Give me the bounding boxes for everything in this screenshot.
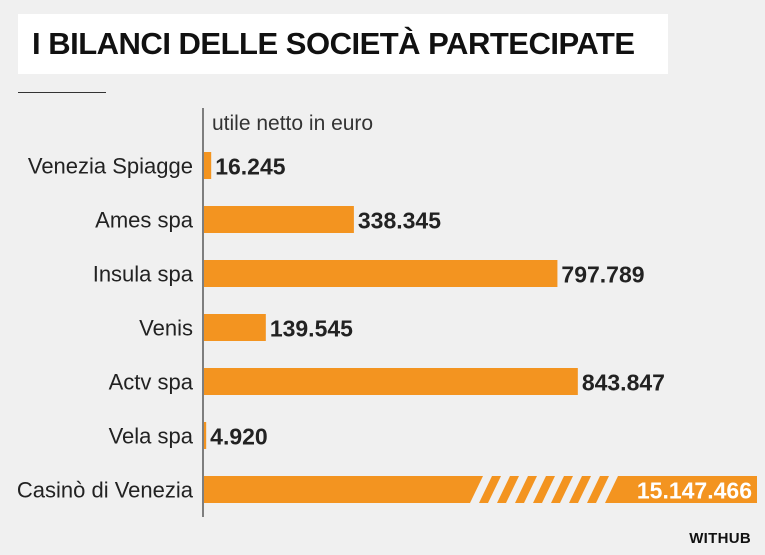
value-label: 797.789 (561, 262, 644, 288)
bar (204, 206, 354, 233)
category-label: Actv spa (109, 370, 194, 395)
category-label: Venezia Spiagge (28, 154, 193, 179)
category-label: Insula spa (93, 262, 194, 287)
break-stripe (524, 476, 546, 503)
break-stripe (560, 476, 582, 503)
value-label: 338.345 (358, 208, 441, 234)
break-stripe (542, 476, 564, 503)
bar (204, 152, 212, 179)
axis-label: utile netto in euro (212, 112, 374, 135)
category-label: Venis (139, 316, 193, 341)
bar (204, 314, 266, 341)
bar (204, 368, 578, 395)
category-label: Casinò di Venezia (17, 478, 194, 503)
value-label: 15.147.466 (637, 478, 752, 504)
category-label: Vela spa (109, 424, 194, 449)
value-label: 4.920 (210, 424, 268, 450)
break-stripe (506, 476, 528, 503)
break-stripe (488, 476, 510, 503)
category-label: Ames spa (95, 208, 194, 233)
break-stripe (470, 476, 492, 503)
break-stripe (596, 476, 618, 503)
value-label: 16.245 (215, 154, 286, 180)
title-box: I BILANCI DELLE SOCIETÀ PARTECIPATE (18, 14, 668, 74)
value-label: 843.847 (582, 370, 665, 396)
break-stripe (578, 476, 600, 503)
brand-logo: WITHUB (689, 530, 751, 547)
bar (204, 260, 558, 287)
value-label: 139.545 (270, 316, 353, 342)
title-rule (18, 92, 106, 93)
chart-title: I BILANCI DELLE SOCIETÀ PARTECIPATE (32, 26, 635, 61)
bar (204, 422, 207, 449)
